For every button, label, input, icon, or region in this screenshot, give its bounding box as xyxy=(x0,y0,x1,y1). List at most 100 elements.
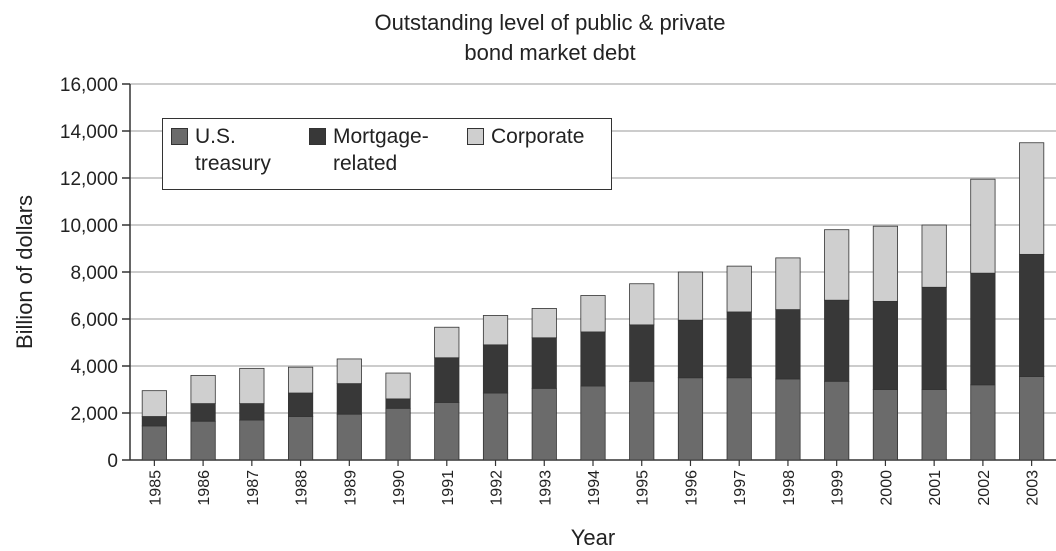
chart-title-line-2: bond market debt xyxy=(464,40,636,65)
chart-title-line-1: Outstanding level of public & private xyxy=(374,10,726,35)
x-tick-label: 1991 xyxy=(440,470,457,506)
x-tick-label: 2002 xyxy=(976,470,993,506)
legend-swatch-us-treasury xyxy=(171,128,188,145)
bar-mortgage-related-1990 xyxy=(385,398,411,409)
x-axis-title: Year xyxy=(571,525,615,550)
legend-swatch-mortgage-related xyxy=(309,128,326,145)
bar-u-s-treasury-2002 xyxy=(970,384,996,461)
bar-corporate-1993 xyxy=(531,308,557,339)
x-tick-label: 1993 xyxy=(537,470,554,506)
bar-u-s-treasury-1993 xyxy=(531,387,557,461)
bar-corporate-1992 xyxy=(482,315,509,346)
y-axis-title: Billion of dollars xyxy=(12,195,37,349)
bar-corporate-2002 xyxy=(970,178,996,274)
bar-corporate-1994 xyxy=(580,295,606,333)
x-tick-label: 1999 xyxy=(830,470,847,506)
y-tick-label: 2,000 xyxy=(70,404,118,425)
bar-u-s-treasury-1998 xyxy=(775,378,801,461)
bar-corporate-1985 xyxy=(141,390,167,417)
y-tick-label: 0 xyxy=(107,451,118,472)
bar-u-s-treasury-1997 xyxy=(726,377,752,461)
x-tick-label: 1990 xyxy=(391,470,408,506)
bar-u-s-treasury-1996 xyxy=(677,377,704,461)
x-tick-label: 2003 xyxy=(1025,470,1042,506)
legend-item-corporate: Corporate xyxy=(467,123,584,150)
bar-corporate-1989 xyxy=(336,358,362,385)
bar-u-s-treasury-1986 xyxy=(190,420,216,461)
bar-mortgage-related-1997 xyxy=(726,311,752,379)
bar-u-s-treasury-2000 xyxy=(872,389,899,461)
bar-mortgage-related-1989 xyxy=(336,383,362,415)
bar-corporate-1991 xyxy=(434,326,460,359)
y-tick-label: 16,000 xyxy=(60,75,118,96)
bar-u-s-treasury-2003 xyxy=(1019,376,1045,461)
bar-u-s-treasury-1989 xyxy=(336,413,362,461)
bar-mortgage-related-1991 xyxy=(434,357,460,403)
bar-u-s-treasury-1987 xyxy=(239,419,265,461)
bar-u-s-treasury-1992 xyxy=(482,392,509,461)
x-tick-label: 1997 xyxy=(732,470,749,506)
bar-corporate-1986 xyxy=(190,374,216,404)
legend-swatch-corporate xyxy=(467,128,484,145)
bar-mortgage-related-1987 xyxy=(239,403,265,421)
x-tick-label: 1992 xyxy=(489,470,506,506)
bar-corporate-2003 xyxy=(1019,142,1045,255)
y-tick-label: 4,000 xyxy=(70,357,118,378)
bar-corporate-1987 xyxy=(239,367,265,405)
bar-mortgage-related-2002 xyxy=(970,272,996,386)
y-tick-label: 14,000 xyxy=(60,122,118,143)
y-tick-label: 10,000 xyxy=(60,216,118,237)
bar-mortgage-related-1999 xyxy=(824,299,850,382)
bar-corporate-1988 xyxy=(287,366,314,394)
bar-mortgage-related-2000 xyxy=(872,300,899,390)
bar-u-s-treasury-1985 xyxy=(141,425,167,461)
bar-mortgage-related-1986 xyxy=(190,403,216,422)
bar-mortgage-related-1993 xyxy=(531,337,557,389)
bar-u-s-treasury-1995 xyxy=(629,380,655,461)
x-tick-label: 1994 xyxy=(586,470,603,506)
x-tick-label: 1988 xyxy=(294,470,311,506)
bar-u-s-treasury-1991 xyxy=(434,402,460,461)
bar-mortgage-related-1992 xyxy=(482,344,509,394)
bar-u-s-treasury-1994 xyxy=(580,385,606,461)
chart-title: Outstanding level of public & private bo… xyxy=(300,8,800,68)
bar-u-s-treasury-1999 xyxy=(824,380,850,461)
bar-mortgage-related-1998 xyxy=(775,309,801,380)
legend-label-mortgage-related: Mortgage- related xyxy=(333,125,429,175)
bar-u-s-treasury-2001 xyxy=(921,389,947,461)
legend-label-us-treasury: U.S. treasury xyxy=(195,125,271,175)
x-tick-label: 1998 xyxy=(781,470,798,506)
x-tick-label: 1986 xyxy=(196,470,213,506)
bar-mortgage-related-1994 xyxy=(580,331,606,387)
bar-u-s-treasury-1988 xyxy=(287,416,314,461)
legend-label-corporate: Corporate xyxy=(491,125,585,148)
x-tick-label: 1995 xyxy=(635,470,652,506)
bar-corporate-1997 xyxy=(726,265,752,313)
y-tick-label: 6,000 xyxy=(70,310,118,331)
x-tick-label: 1989 xyxy=(342,470,359,506)
bar-corporate-1996 xyxy=(677,271,704,321)
chart-legend: U.S. treasury Mortgage- related Corporat… xyxy=(162,118,612,190)
bar-mortgage-related-1995 xyxy=(629,324,655,382)
x-tick-label: 2000 xyxy=(878,470,895,506)
bar-mortgage-related-1985 xyxy=(141,416,167,427)
x-tick-label: 2001 xyxy=(927,470,944,506)
x-tick-label: 1985 xyxy=(147,470,164,506)
legend-item-us-treasury: U.S. treasury xyxy=(171,123,271,177)
x-tick-label: 1996 xyxy=(683,470,700,506)
y-tick-label: 12,000 xyxy=(60,169,118,190)
bar-corporate-2001 xyxy=(921,224,947,288)
bar-mortgage-related-2001 xyxy=(921,286,947,390)
y-tick-label: 8,000 xyxy=(70,263,118,284)
bar-mortgage-related-1988 xyxy=(287,392,314,417)
bar-corporate-1995 xyxy=(629,283,655,326)
bar-mortgage-related-2003 xyxy=(1019,253,1045,377)
bar-u-s-treasury-1990 xyxy=(385,407,411,461)
bar-corporate-1999 xyxy=(824,229,850,301)
x-tick-label: 1987 xyxy=(245,470,262,506)
bar-corporate-1990 xyxy=(385,372,411,400)
bar-corporate-1998 xyxy=(775,257,801,310)
legend-item-mortgage-related: Mortgage- related xyxy=(309,123,429,177)
bar-mortgage-related-1996 xyxy=(677,319,704,379)
